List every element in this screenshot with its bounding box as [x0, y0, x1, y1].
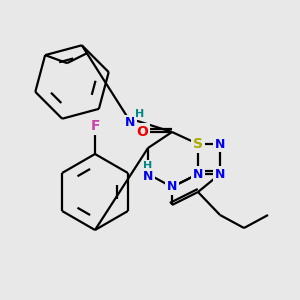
Text: N: N — [143, 169, 153, 182]
Text: O: O — [136, 125, 148, 139]
Text: F: F — [90, 119, 100, 133]
Text: N: N — [193, 167, 203, 181]
Text: H: H — [143, 161, 153, 171]
Text: N: N — [215, 137, 225, 151]
Text: N: N — [125, 116, 135, 130]
Text: N: N — [167, 181, 177, 194]
Text: N: N — [215, 167, 225, 181]
Text: F: F — [90, 119, 100, 133]
Text: H: H — [135, 109, 145, 119]
Text: S: S — [193, 137, 203, 151]
